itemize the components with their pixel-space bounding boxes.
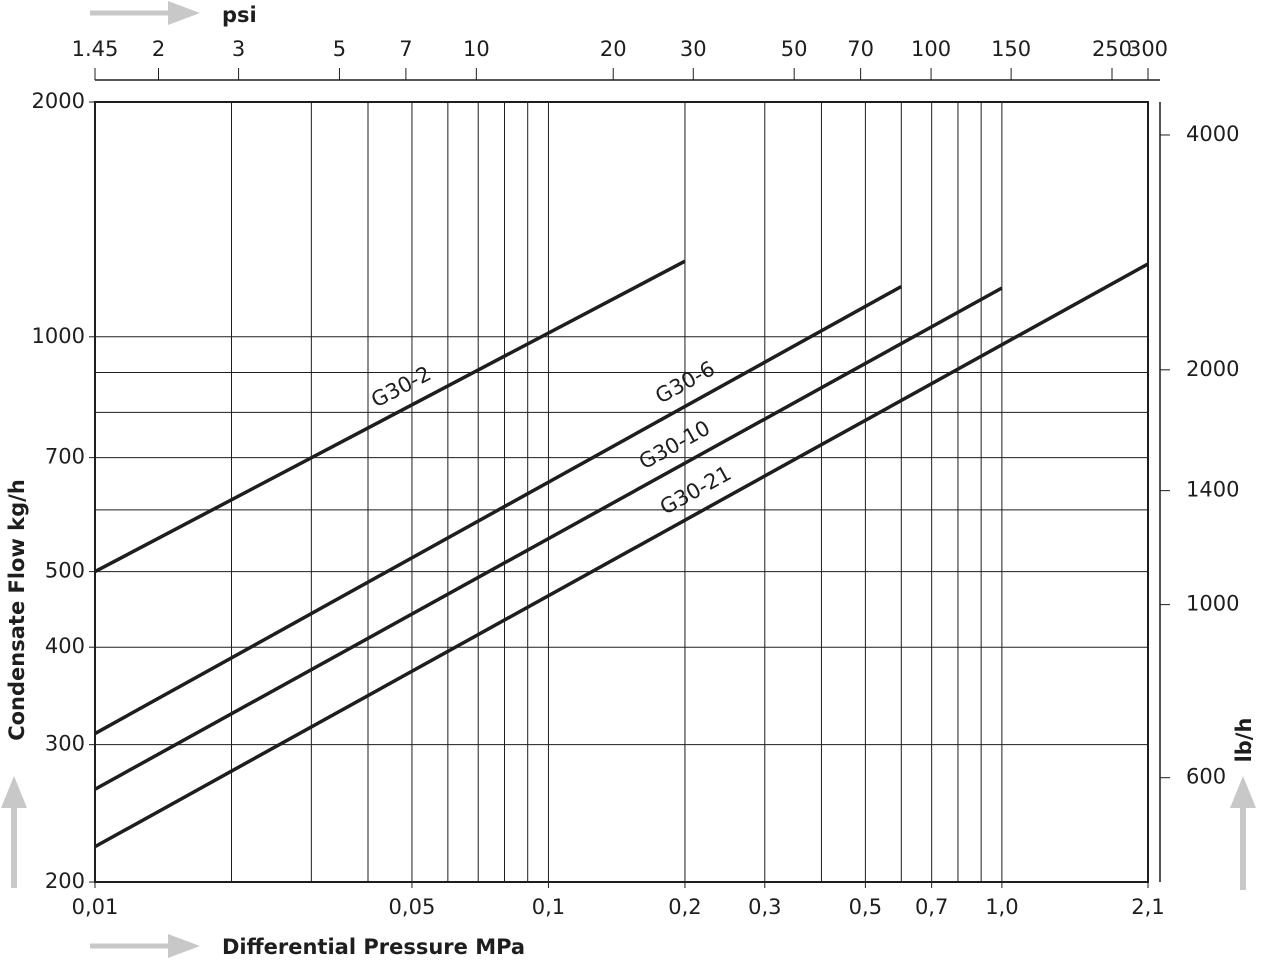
x-tick-label: 0,1 — [532, 895, 565, 919]
x-tick-label: 0,5 — [849, 895, 882, 919]
x2-tick-label: 20 — [600, 37, 627, 61]
x-axis-title: Differential Pressure MPa — [222, 935, 525, 959]
series-line — [94, 284, 903, 736]
y-tick-label: 200 — [45, 869, 85, 893]
y2-tick-label: 1400 — [1186, 478, 1239, 502]
x2-axis-title: psi — [222, 3, 257, 27]
x2-tick-label: 50 — [781, 37, 808, 61]
arrow-head — [168, 934, 200, 958]
series-label: G30-21 — [656, 461, 735, 519]
y2-tick-label: 600 — [1186, 765, 1226, 789]
series-label: G30-2 — [367, 361, 435, 412]
y2-tick-label: 1000 — [1186, 592, 1239, 616]
x2-tick-label: 150 — [991, 37, 1031, 61]
y-tick-label: 400 — [45, 634, 85, 658]
x2-tick-label: 3 — [232, 37, 245, 61]
y2-axis-title: lb/h — [1232, 718, 1256, 763]
x2-tick-label: 5 — [333, 37, 346, 61]
arrow-head — [1230, 776, 1256, 808]
x2-tick-label: 250 — [1092, 37, 1132, 61]
y2-tick-label: 2000 — [1186, 357, 1239, 381]
series-line — [94, 262, 1149, 849]
y-tick-label: 300 — [45, 732, 85, 756]
x-tick-label: 0,2 — [668, 895, 701, 919]
x2-tick-label: 7 — [399, 37, 412, 61]
series-line — [94, 259, 686, 574]
series-label: G30-10 — [635, 416, 714, 474]
x-tick-label: 1,0 — [985, 895, 1018, 919]
x2-tick-label: 100 — [911, 37, 951, 61]
y-tick-label: 1000 — [32, 324, 85, 348]
x2-tick-label: 1.45 — [72, 37, 119, 61]
x-tick-label: 0,05 — [389, 895, 436, 919]
x-tick-label: 2,1 — [1131, 895, 1164, 919]
y2-tick-label: 4000 — [1186, 122, 1239, 146]
plot-frame — [94, 101, 1149, 883]
x-tick-label: 0,7 — [915, 895, 948, 919]
x2-tick-label: 10 — [463, 37, 490, 61]
x-tick-label: 0,3 — [748, 895, 781, 919]
y-tick-label: 700 — [45, 445, 85, 469]
arrow-head — [168, 1, 200, 25]
x2-tick-label: 2 — [152, 37, 165, 61]
x2-tick-label: 30 — [680, 37, 707, 61]
series-line — [94, 286, 1003, 791]
y-tick-label: 2000 — [32, 89, 85, 113]
arrow-head — [1, 776, 27, 808]
x2-tick-label: 300 — [1128, 37, 1168, 61]
x-tick-label: 0,01 — [72, 895, 119, 919]
y-axis-title: Condensate Flow kg/h — [5, 479, 29, 741]
y-tick-label: 500 — [45, 559, 85, 583]
x2-tick-label: 70 — [847, 37, 874, 61]
